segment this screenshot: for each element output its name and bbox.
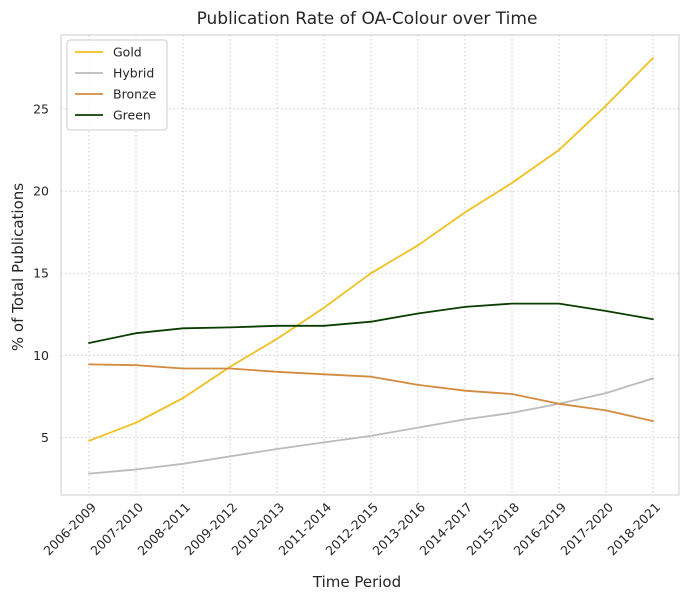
series-lines — [88, 57, 654, 475]
y-tick-label: 10 — [33, 348, 49, 363]
legend-label-green: Green — [113, 108, 151, 123]
series-line-bronze — [88, 363, 654, 423]
y-tick-label: 20 — [33, 184, 49, 199]
legend-box — [66, 39, 168, 131]
chart-title: Publication Rate of OA-Colour over Time — [197, 9, 538, 29]
y-tick-label: 25 — [33, 101, 49, 116]
legend-label-gold: Gold — [113, 45, 142, 60]
x-axis-label: Time Period — [312, 573, 401, 591]
x-axis-ticks: 2006-20092007-20102008-20112009-20122010… — [40, 499, 663, 558]
y-tick-label: 5 — [41, 430, 49, 445]
y-axis-ticks: 5 10 15 20 25 — [33, 101, 49, 445]
legend-label-bronze: Bronze — [113, 87, 157, 102]
series-line-gold — [88, 57, 654, 442]
legend-label-hybrid: Hybrid — [113, 66, 154, 81]
legend: Gold Hybrid Bronze Green — [66, 39, 168, 131]
y-tick-label: 15 — [33, 266, 49, 281]
y-axis-label: % of Total Publications — [9, 183, 27, 351]
series-line-green — [88, 302, 654, 344]
